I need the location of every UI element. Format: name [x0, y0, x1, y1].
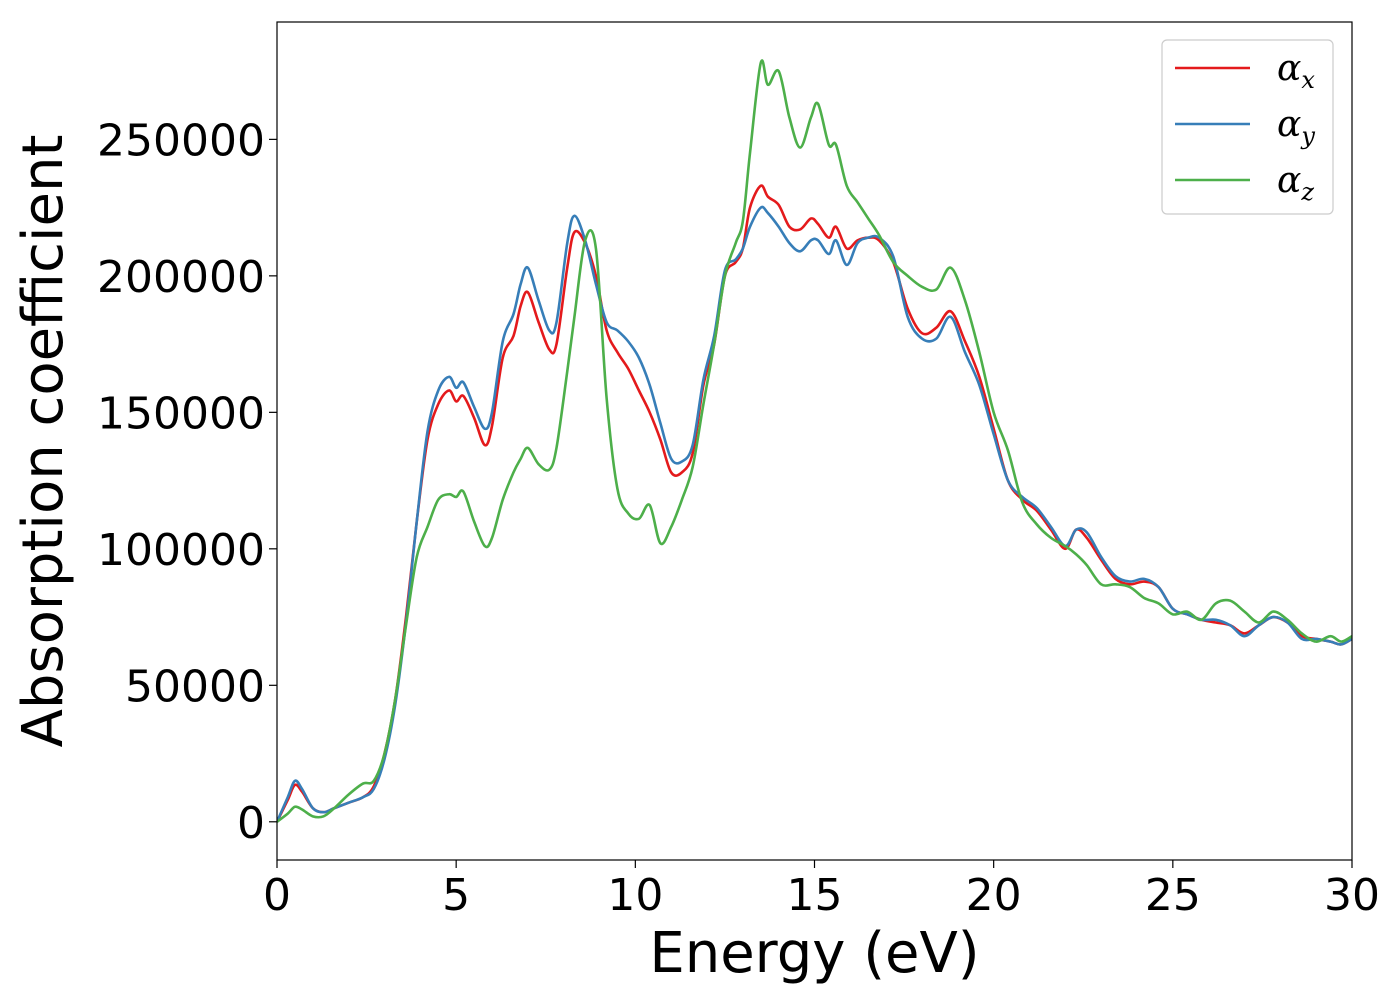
y-tick-label: 250000	[97, 115, 265, 166]
x-tick-label: 20	[966, 870, 1022, 921]
y-axis-title: Absorption coefficient	[11, 135, 76, 748]
x-axis: 0 5 10 15 20 25 30	[263, 860, 1380, 921]
x-tick-label: 10	[607, 870, 663, 921]
legend-box	[1161, 39, 1334, 215]
y-tick-label: 0	[237, 798, 265, 849]
series-layer	[277, 59, 1352, 823]
series-line-z	[277, 59, 1352, 823]
y-tick-label: 100000	[97, 525, 265, 576]
y-axis: 0 50000 100000 150000 200000 250000	[97, 115, 277, 849]
series-line-y	[277, 205, 1352, 823]
x-tick-label: 5	[442, 870, 470, 921]
x-axis-title: Energy (eV)	[649, 921, 979, 986]
x-tick-label: 25	[1145, 870, 1201, 921]
y-tick-label: 200000	[97, 252, 265, 303]
y-tick-label: 150000	[97, 388, 265, 439]
y-tick-label: 50000	[125, 661, 265, 712]
x-tick-label: 30	[1324, 870, 1380, 921]
series-line-x	[277, 184, 1352, 823]
x-tick-label: 0	[263, 870, 291, 921]
x-tick-label: 15	[787, 870, 843, 921]
